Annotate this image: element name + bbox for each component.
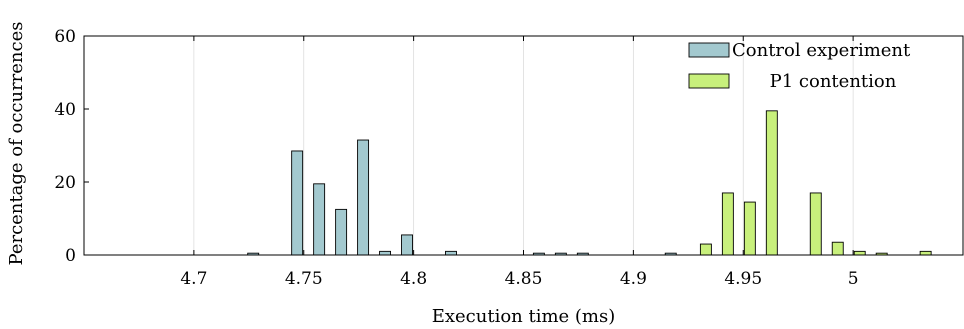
y-tick-label: 60	[54, 27, 76, 47]
bars	[247, 110, 932, 256]
x-gridlines	[193, 36, 854, 255]
x-tick-label: 4.7	[180, 269, 207, 289]
bar-series1-1	[721, 192, 734, 256]
bar-series1-5	[831, 241, 844, 256]
bar-series1-2	[743, 201, 756, 256]
bar-series0-7	[445, 250, 457, 256]
legend-label-1: P1 contention	[770, 71, 897, 92]
x-tick-label: 4.8	[400, 269, 427, 289]
bar-series1-3	[765, 110, 778, 256]
legend-label-0: Control experiment	[732, 40, 911, 61]
ticks: 4.7 4.75 4.8 4.85 4.9 4.95 5 0 20 40 60	[54, 27, 858, 289]
x-axis-title: Execution time (ms)	[432, 306, 616, 327]
y-tick-label: 20	[54, 173, 76, 193]
bar-series1-0	[699, 243, 712, 256]
y-tick-label: 0	[65, 246, 76, 266]
bar-series0-3	[335, 208, 348, 256]
bar-series0-4	[357, 139, 370, 256]
bar-series0-5	[379, 250, 392, 256]
y-tick-label: 40	[54, 100, 76, 120]
x-tick-label: 4.9	[620, 269, 647, 289]
x-tick-label: 5	[848, 269, 859, 289]
bar-series1-4	[809, 192, 822, 256]
y-axis-title: Percentage of occurrences	[6, 22, 27, 266]
bar-series1-8	[919, 250, 932, 256]
bar-series0-1	[291, 150, 304, 256]
legend-swatch-1	[688, 73, 730, 89]
x-tick-label: 4.85	[505, 269, 543, 289]
legend-swatch-0	[688, 42, 730, 58]
x-tick-label: 4.75	[285, 269, 323, 289]
bar-series1-6	[853, 250, 866, 256]
bar-series0-2	[313, 183, 326, 256]
bar-series0-6	[401, 234, 413, 256]
legend: Control experiment P1 contention	[688, 40, 911, 92]
x-tick-label: 4.95	[724, 269, 762, 289]
